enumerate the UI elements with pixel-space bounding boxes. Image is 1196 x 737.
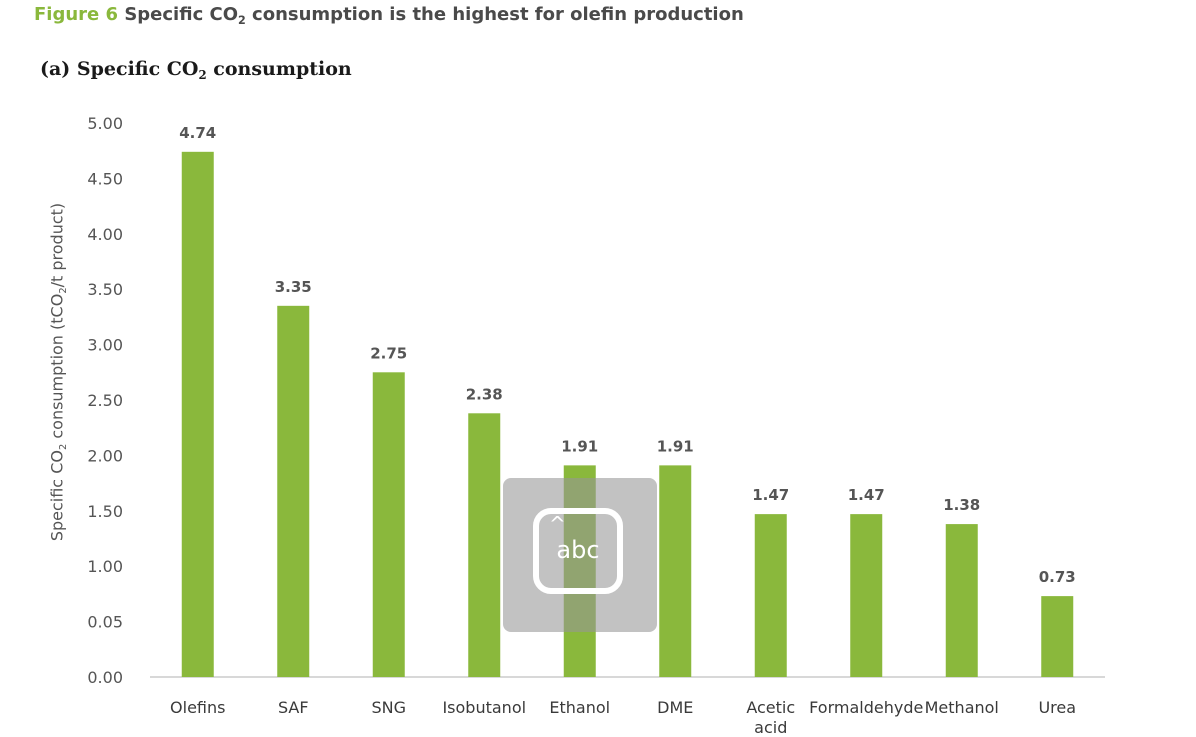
bar xyxy=(181,151,214,678)
bar xyxy=(659,465,692,677)
y-tick-label: 3.00 xyxy=(87,336,123,355)
data-label: 1.38 xyxy=(943,496,980,514)
data-label: 4.74 xyxy=(179,124,216,142)
x-tick-label: Formaldehyde xyxy=(809,698,923,717)
data-label: 3.35 xyxy=(275,278,312,296)
figure-title: Figure 6 Specific CO2 consumption is the… xyxy=(34,4,744,27)
caret-icon: ^ xyxy=(549,512,566,536)
figure-title-text: Specific CO xyxy=(124,4,239,25)
figure-label: Figure 6 xyxy=(34,4,119,25)
panel-title-text: (a) Specific CO xyxy=(40,58,199,80)
y-tick-label: 1.50 xyxy=(87,502,123,521)
y-tick-label: 0.05 xyxy=(87,613,123,632)
y-tick-label: 3.50 xyxy=(87,280,123,299)
x-tick-label: Methanol xyxy=(925,698,999,717)
panel-title-text-end: consumption xyxy=(206,58,352,80)
keyboard-abc-text: abc xyxy=(556,536,600,564)
data-label: 2.75 xyxy=(370,344,407,362)
y-tick-label: 2.50 xyxy=(87,391,123,410)
bar xyxy=(1041,596,1074,677)
keyboard-abc-icon: ^ abc xyxy=(533,508,623,594)
figure-title-text-end: consumption is the highest for olefin pr… xyxy=(245,4,744,25)
x-tick-label: Olefins xyxy=(170,698,225,717)
data-label: 1.47 xyxy=(752,486,789,504)
bar xyxy=(372,372,405,677)
bar xyxy=(754,514,787,677)
bar xyxy=(850,514,883,677)
data-label: 1.91 xyxy=(561,437,598,455)
bar xyxy=(468,413,501,677)
y-tick-label: 4.00 xyxy=(87,225,123,244)
y-tick-label: 0.00 xyxy=(87,668,123,687)
x-tick-label: SNG xyxy=(371,698,406,717)
y-tick-label: 2.00 xyxy=(87,446,123,465)
y-tick-label: 5.00 xyxy=(87,114,123,133)
keyboard-overlay[interactable]: ^ abc xyxy=(503,478,657,632)
x-tick-label: Acetic acid xyxy=(746,698,795,737)
panel-title-subscript: 2 xyxy=(198,68,207,83)
x-tick-label: Isobutanol xyxy=(442,698,526,717)
panel-title: (a) Specific CO2 consumption xyxy=(40,58,352,83)
data-label: 1.47 xyxy=(848,486,885,504)
figure-title-subscript: 2 xyxy=(238,13,246,27)
data-label: 1.91 xyxy=(657,437,694,455)
y-tick-label: 1.00 xyxy=(87,557,123,576)
bar xyxy=(277,305,310,677)
x-tick-label: Ethanol xyxy=(549,698,610,717)
y-tick-label: 4.50 xyxy=(87,169,123,188)
x-tick-label: DME xyxy=(657,698,693,717)
x-tick-label: Urea xyxy=(1038,698,1076,717)
bar xyxy=(945,524,978,677)
x-tick-label: SAF xyxy=(278,698,309,717)
data-label: 0.73 xyxy=(1039,568,1076,586)
data-label: 2.38 xyxy=(466,385,503,403)
